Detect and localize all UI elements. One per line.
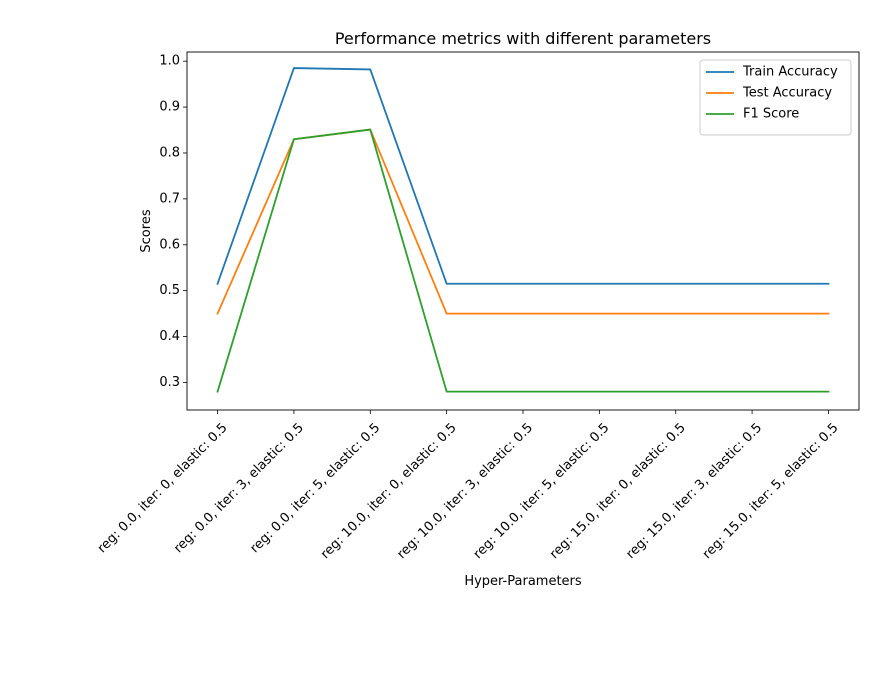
legend-label: F1 Score (743, 107, 799, 122)
legend-label: Test Accuracy (742, 86, 832, 101)
y-tick-label: 0.5 (159, 283, 180, 298)
y-tick-label: 0.3 (159, 375, 180, 390)
y-axis-label: Scores (139, 209, 154, 252)
series-line-f1-score (216, 128, 830, 393)
y-tick-label: 0.7 (159, 191, 180, 206)
legend-label: Train Accuracy (742, 65, 838, 80)
x-axis-label: Hyper-Parameters (464, 574, 582, 589)
y-tick-label: 0.8 (159, 145, 180, 160)
axes-frame (186, 51, 860, 411)
y-tick-label: 0.4 (159, 329, 180, 344)
y-tick-label: 1.0 (159, 54, 180, 69)
series-line-train-accuracy (216, 67, 830, 285)
y-tick-label: 0.9 (159, 100, 180, 115)
chart-title: Performance metrics with different param… (335, 29, 711, 48)
legend-box (699, 59, 852, 136)
legend: Train Accuracy Test Accuracy F1 Score (699, 59, 852, 136)
y-tick-label: 0.6 (159, 237, 180, 252)
